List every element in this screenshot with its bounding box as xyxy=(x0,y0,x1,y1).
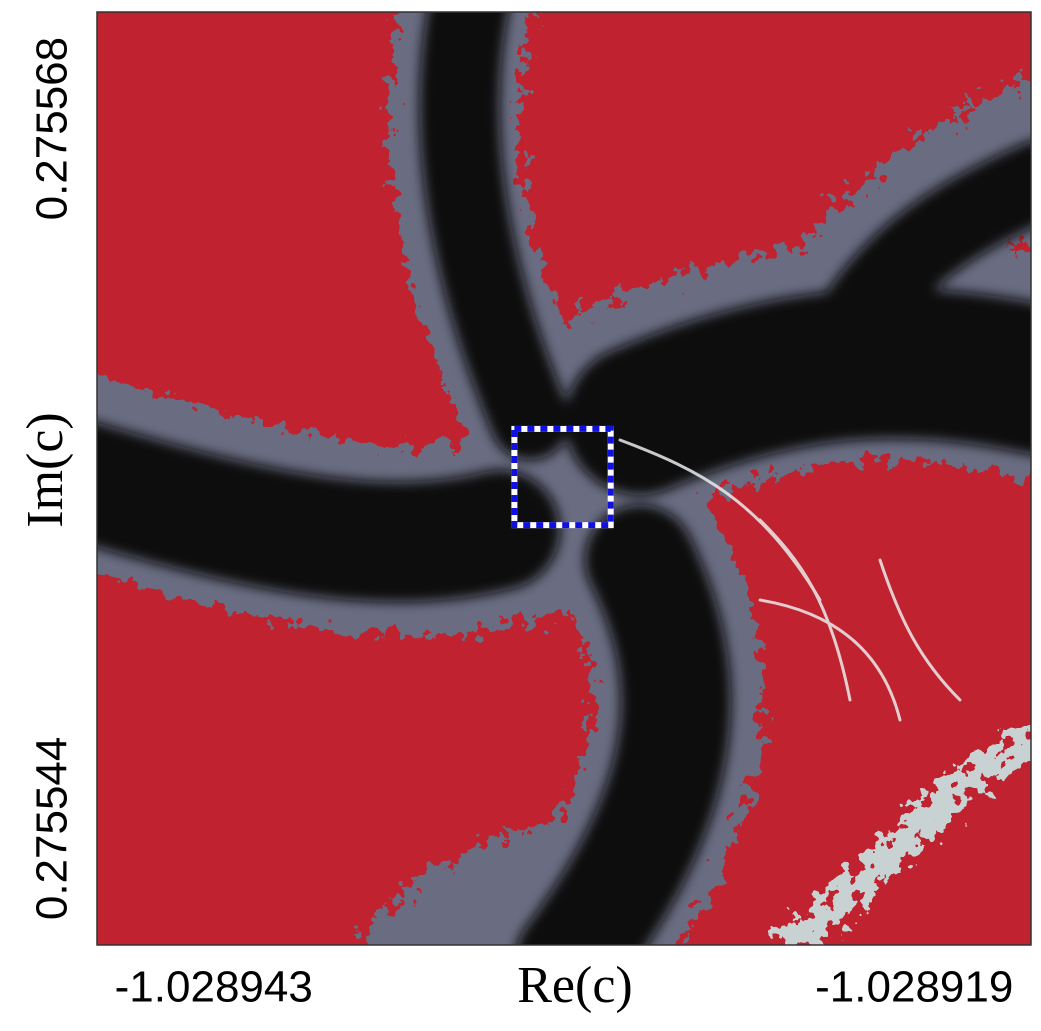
highlight-box xyxy=(511,425,614,529)
plot-frame xyxy=(96,11,1032,946)
x-tick-label: -1.028943 xyxy=(115,963,313,1012)
y-tick-label: 0.275568 xyxy=(28,37,77,221)
fractal-image xyxy=(97,12,1031,945)
y-tick-label: 0.275544 xyxy=(28,737,77,921)
x-axis-label: Re(c) xyxy=(517,957,632,1014)
y-axis-label: Im(c) xyxy=(17,412,74,527)
x-tick-label: -1.028919 xyxy=(815,963,1013,1012)
